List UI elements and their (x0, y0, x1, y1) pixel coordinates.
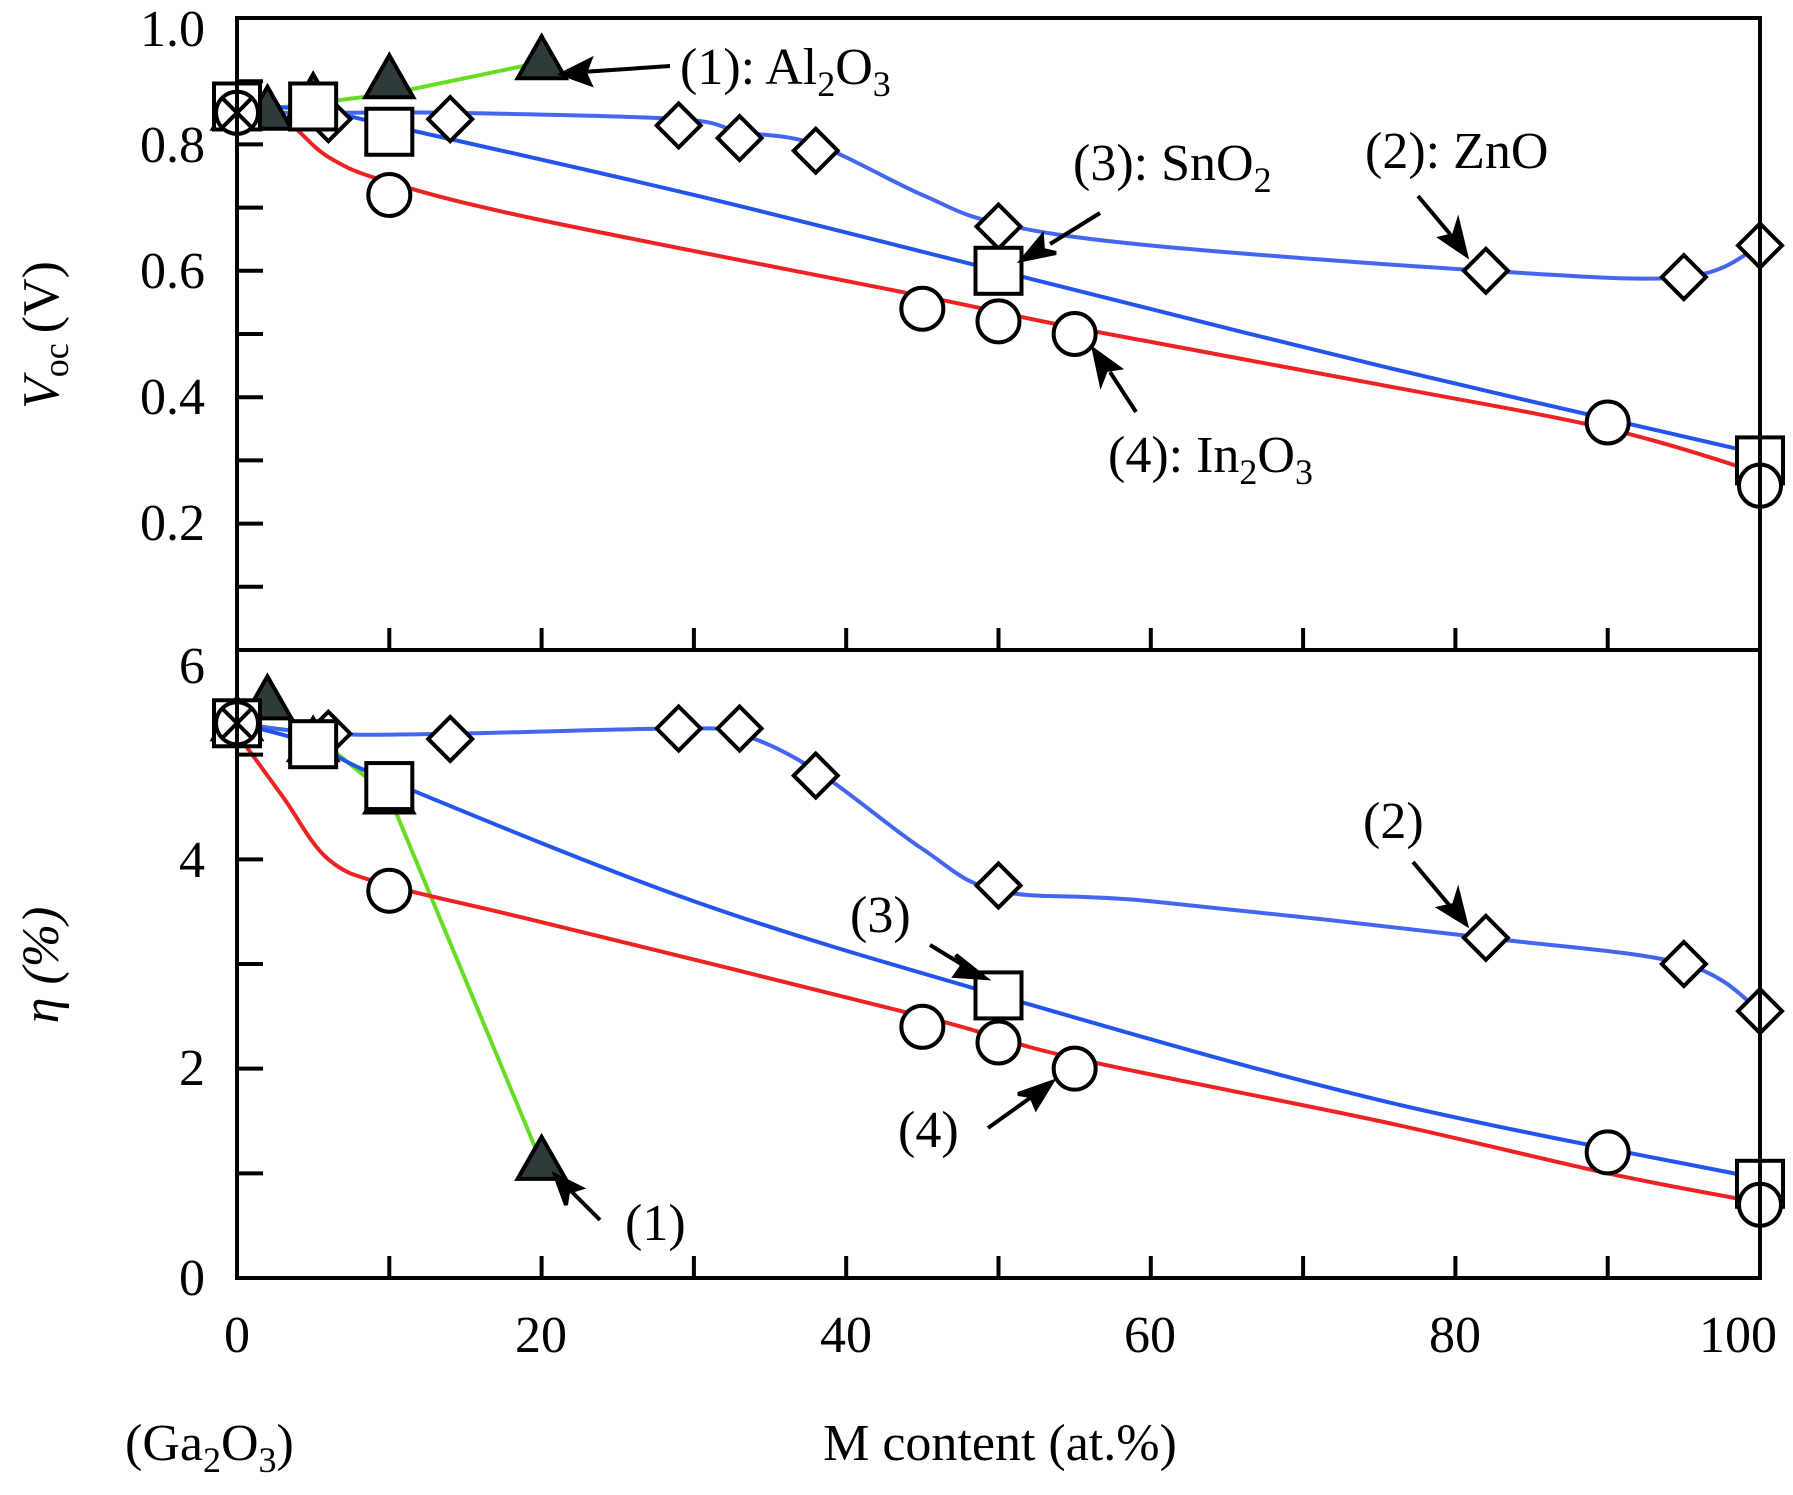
data-point-zno (653, 703, 704, 754)
data-point-in2o3 (975, 1019, 1022, 1066)
annotation-b2: (2) (1363, 793, 1424, 850)
bottom-ytick-label: 6 (179, 638, 205, 695)
arrow-al2o3 (581, 64, 671, 74)
top-ytick-label: 0.2 (140, 495, 205, 552)
series-line-sno2 (236, 721, 1761, 1181)
arrowhead (1436, 214, 1470, 260)
top-y-axis-title: Voc(V) (13, 261, 76, 409)
top-ytick-label: 0.4 (140, 369, 205, 426)
annotation-in2o3: (4): In2O3 (1108, 427, 1313, 492)
top-ytick-label: 0.6 (140, 243, 205, 300)
data-point-in2o3 (899, 1003, 946, 1050)
xtick-label: 40 (820, 1307, 872, 1364)
arrow-sno2 (1048, 211, 1102, 246)
data-point-zno (1461, 245, 1511, 296)
arrowhead (1016, 230, 1057, 264)
data-point-sno2 (288, 719, 339, 770)
annotation-b4: (4) (898, 1102, 959, 1159)
data-point-sno2 (364, 761, 415, 812)
bottom-ytick-label: 0 (179, 1250, 205, 1307)
data-point-in2o3 (1584, 1129, 1631, 1176)
data-point-sno2 (973, 970, 1024, 1021)
data-point-zno (653, 100, 704, 151)
data-point-sno2 (973, 245, 1024, 296)
xtick-label: 60 (1124, 1307, 1176, 1364)
arrowhead (551, 1170, 587, 1206)
data-point-zno (714, 703, 765, 754)
annotation-b3: (3) (850, 887, 911, 944)
arrow-zno (1416, 194, 1452, 236)
data-point-in2o3 (366, 171, 413, 218)
data-point-zno (1659, 252, 1709, 302)
bottom-ytick-label: 2 (179, 1040, 205, 1097)
arrow-b2 (1411, 860, 1452, 908)
xtick-label: 100 (1699, 1307, 1777, 1364)
annotation-zno: (2): ZnO (1365, 123, 1548, 180)
data-point-zno (425, 94, 476, 144)
data-point-al2o3 (514, 32, 570, 81)
data-point-in2o3 (366, 867, 413, 914)
arrowhead (1090, 345, 1125, 391)
arrowhead (1434, 884, 1470, 929)
data-point-sno2 (364, 106, 415, 157)
x-axis-title: M content (at.%) (823, 1415, 1177, 1472)
data-point-sno2 (288, 81, 339, 132)
data-point-in2o3 (1051, 311, 1098, 357)
arrowhead (951, 953, 992, 981)
top-ytick-label: 0.8 (140, 117, 205, 174)
data-point-al2o3 (361, 51, 417, 100)
arrow-in2o3 (1108, 370, 1138, 414)
data-point-zno (714, 113, 765, 163)
data-point-in2o3 (1051, 1045, 1098, 1092)
data-point-in2o3 (1584, 399, 1631, 446)
x-origin-label: (Ga2O3) (125, 1415, 294, 1480)
data-point-zno (1461, 913, 1511, 963)
data-point-zno (973, 201, 1024, 252)
data-point-in2o3 (899, 285, 946, 332)
data-point-zno (425, 714, 476, 764)
top-ytick-label: 1.0 (140, 1, 205, 58)
data-point-zno (790, 750, 841, 801)
data-point-zno (1659, 939, 1709, 989)
bottom-ytick-label: 4 (179, 832, 205, 889)
data-point-al2o3 (514, 1132, 570, 1181)
annotation-al2o3: (1): Al2O3 (680, 39, 891, 104)
bottom-y-axis-title: η (%) (13, 907, 70, 1024)
annotation-b1: (1) (625, 1195, 686, 1252)
arrow-b4 (986, 1096, 1032, 1130)
data-point-in2o3 (975, 298, 1022, 345)
data-point-zno (790, 125, 841, 176)
arrowhead (556, 55, 594, 88)
annotation-sno2: (3): SnO2 (1073, 135, 1272, 200)
arrowhead (1017, 1078, 1057, 1113)
xtick-label: 0 (224, 1307, 250, 1364)
xtick-label: 20 (515, 1307, 567, 1364)
xtick-label: 80 (1429, 1307, 1481, 1364)
arrow-b1 (570, 1190, 602, 1222)
data-point-zno (973, 860, 1024, 911)
